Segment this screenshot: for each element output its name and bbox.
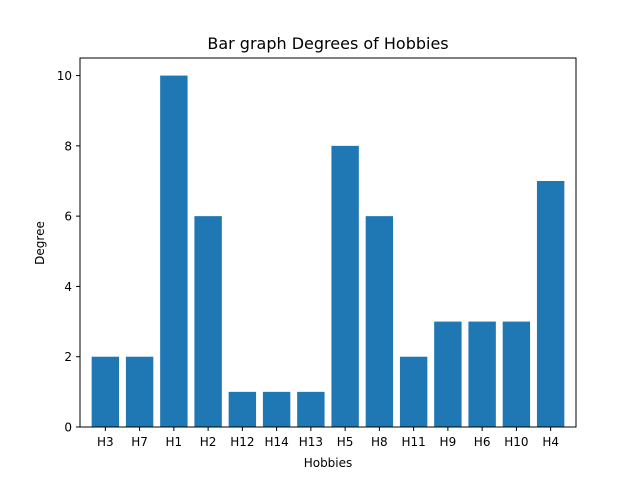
bar-H13 — [297, 391, 325, 427]
bar-H1 — [160, 75, 188, 428]
bar-H8 — [365, 216, 394, 427]
x-tick-label: H12 — [230, 435, 254, 449]
x-tick-label: H7 — [131, 435, 148, 449]
bar-H10 — [502, 321, 531, 427]
x-tick-label: H8 — [371, 435, 388, 449]
bar-H5 — [331, 145, 359, 427]
x-tick-label: H6 — [474, 435, 491, 449]
x-tick-label: H9 — [440, 435, 457, 449]
y-axis-ticks: 0 2 4 6 8 10 — [57, 69, 80, 435]
y-tick-label: 10 — [57, 69, 72, 83]
y-tick-label: 8 — [64, 139, 72, 153]
x-tick-label: H11 — [401, 435, 425, 449]
y-tick-label: 4 — [64, 280, 72, 294]
y-tick-label: 0 — [64, 421, 72, 435]
bar-H14 — [262, 391, 291, 427]
x-tick-label: H4 — [542, 435, 559, 449]
bar-H6 — [468, 321, 496, 427]
bar-H11 — [399, 356, 428, 427]
x-axis-ticks: H3 H7 H1 H2 H12 H14 H13 H5 H8 H11 H9 H6 H10 H4 — [97, 427, 559, 449]
chart-title: Bar graph Degrees of Hobbies — [207, 34, 448, 53]
bar-H12 — [228, 391, 257, 427]
y-tick-label: 2 — [64, 350, 72, 364]
bar-H7 — [125, 356, 154, 427]
bar-H2 — [194, 216, 222, 427]
plot-frame — [79, 57, 577, 428]
y-axis-label: Degree — [33, 221, 47, 265]
x-tick-label: H1 — [166, 435, 183, 449]
x-tick-label: H5 — [337, 435, 354, 449]
bars-group — [91, 75, 565, 428]
bar-H4 — [536, 181, 565, 427]
y-tick-label: 6 — [64, 210, 72, 224]
x-tick-label: H3 — [97, 435, 114, 449]
bar-H9 — [434, 321, 462, 427]
x-axis-label: Hobbies — [304, 456, 353, 470]
x-tick-label: H2 — [200, 435, 217, 449]
x-tick-label: H10 — [504, 435, 528, 449]
bar-H3 — [91, 356, 120, 427]
x-tick-label: H13 — [299, 435, 323, 449]
x-tick-label: H14 — [264, 435, 288, 449]
